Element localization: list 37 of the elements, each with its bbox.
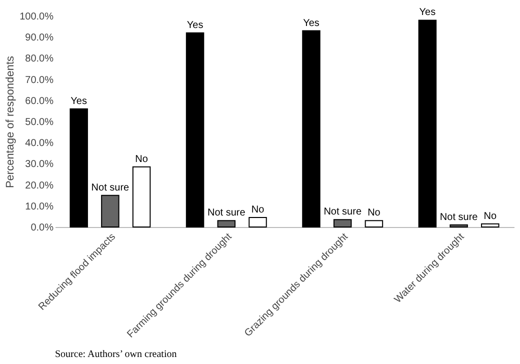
bar [217, 220, 236, 228]
bar [70, 108, 88, 228]
text: Not sure [324, 206, 362, 218]
series-label: Not sure [91, 182, 130, 194]
y-tick-label: 60.0% [25, 96, 54, 107]
bar [333, 219, 352, 228]
text: Yes [303, 18, 320, 29]
y-tick-label: 20.0% [25, 180, 54, 192]
y-axis-title: Percentage of respondents [4, 55, 17, 188]
source-note: Source: Authors’ own creation [55, 349, 177, 360]
y-tick-label: 30.0% [25, 159, 54, 170]
bar [418, 20, 437, 228]
text: Not sure [208, 208, 246, 219]
series-label: No [135, 154, 148, 165]
bar [364, 220, 384, 228]
bar [450, 224, 468, 228]
text: No [368, 208, 380, 219]
text: No [251, 204, 264, 216]
y-tick-label: 10.0% [25, 201, 54, 212]
text: Yes [186, 20, 204, 31]
y-tick-label: 80.0% [25, 54, 54, 65]
bar [481, 223, 500, 228]
text: No [484, 210, 497, 222]
text: Yes [419, 7, 436, 18]
text: Not sure [440, 212, 478, 223]
y-tick-label: 90.0% [25, 32, 54, 44]
y-tick-label: 0.0% [30, 222, 54, 234]
bar [132, 166, 151, 228]
bar [302, 30, 320, 228]
bar [248, 217, 267, 228]
y-tick-label: 40.0% [25, 138, 54, 150]
bar [101, 194, 120, 228]
y-tick-label: 50.0% [25, 117, 54, 128]
bar [186, 32, 204, 228]
y-tick-label: 100.0% [20, 12, 54, 22]
series-label: Yes [70, 96, 88, 107]
y-tick-label: 70.0% [25, 74, 54, 86]
